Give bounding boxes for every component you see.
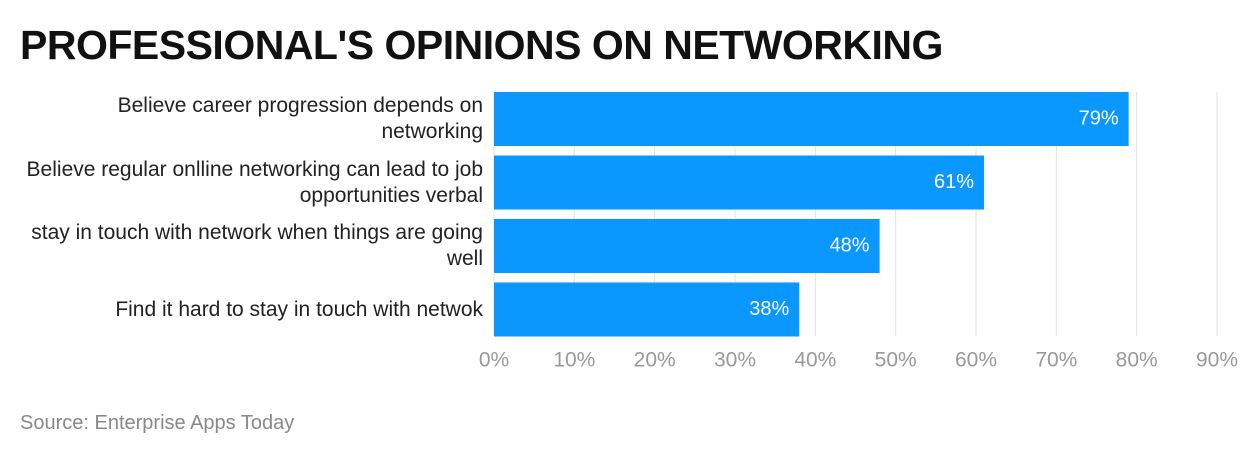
bar <box>494 282 800 337</box>
x-tick-label: 40% <box>794 349 836 372</box>
bar <box>494 219 880 273</box>
x-tick-label: 30% <box>714 349 756 372</box>
value-label: 79% <box>1079 107 1119 129</box>
value-label: 48% <box>830 234 870 256</box>
bar <box>494 155 985 210</box>
x-tick-label: 70% <box>1035 349 1077 372</box>
x-tick-label: 90% <box>1196 349 1238 372</box>
x-tick-label: 10% <box>553 349 595 372</box>
x-tick-label: 80% <box>1116 349 1158 372</box>
category-label: Find it hard to stay in touch with netwo… <box>115 297 483 321</box>
value-label: 38% <box>749 298 789 320</box>
x-tick-label: 50% <box>875 349 917 372</box>
category-label: Believe regular onlline networking can l… <box>26 157 483 207</box>
x-tick-label: 0% <box>479 349 509 372</box>
value-label: 61% <box>934 171 974 193</box>
category-label: stay in touch with network when things a… <box>31 221 483 270</box>
bar <box>494 92 1129 146</box>
x-tick-label: 60% <box>955 349 997 372</box>
x-tick-label: 20% <box>634 349 676 372</box>
source-note: Source: Enterprise Apps Today <box>20 412 295 434</box>
chart-title: PROFESSIONAL'S OPINIONS ON NETWORKING <box>20 22 943 68</box>
category-label: Believe career progression depends on ne… <box>117 94 483 143</box>
